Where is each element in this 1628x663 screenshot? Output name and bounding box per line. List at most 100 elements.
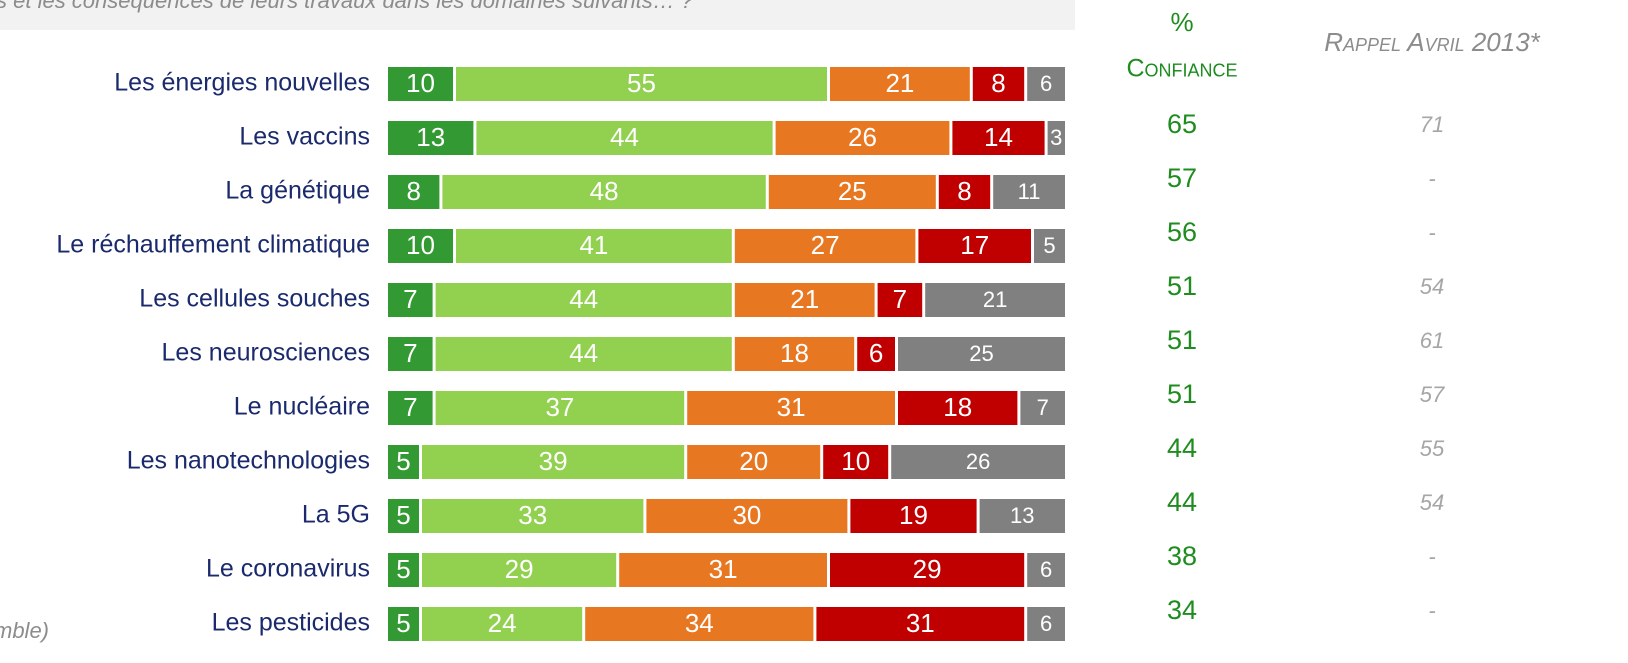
value-label: 44 bbox=[569, 284, 598, 314]
value-label: 5 bbox=[1043, 233, 1055, 258]
column-value: 61 bbox=[1420, 328, 1444, 353]
bar-segment bbox=[918, 229, 1031, 263]
bar-segment bbox=[830, 553, 1025, 587]
category-label: La 5G bbox=[302, 501, 370, 529]
bar-segment bbox=[442, 175, 766, 209]
bar-segment bbox=[585, 607, 814, 641]
column-value: - bbox=[1428, 220, 1435, 245]
value-label: 13 bbox=[1010, 503, 1034, 528]
bar-segment bbox=[1047, 121, 1065, 155]
bar-segment bbox=[734, 229, 916, 263]
bar-segment bbox=[388, 283, 433, 317]
column-header: Confiance bbox=[1126, 55, 1237, 83]
bar-segment bbox=[619, 553, 827, 587]
value-label: 44 bbox=[569, 338, 598, 368]
value-label: 5 bbox=[396, 554, 410, 584]
bar-segment bbox=[734, 337, 855, 371]
value-label: 26 bbox=[966, 449, 990, 474]
value-label: 55 bbox=[627, 68, 656, 98]
subtitle-band bbox=[0, 0, 1075, 30]
bar-segment bbox=[734, 283, 875, 317]
value-label: 48 bbox=[590, 176, 619, 206]
bar-segment bbox=[768, 175, 936, 209]
value-label: 8 bbox=[991, 68, 1005, 98]
value-label: 6 bbox=[1040, 557, 1052, 582]
bar-segment bbox=[1027, 67, 1065, 101]
value-label: 8 bbox=[406, 176, 420, 206]
value-label: 31 bbox=[777, 392, 806, 422]
column-value: 54 bbox=[1420, 490, 1444, 515]
column-header: % bbox=[1170, 7, 1193, 37]
bar-segment bbox=[422, 445, 685, 479]
value-label: 13 bbox=[416, 122, 445, 152]
column-value: - bbox=[1428, 544, 1435, 569]
bar-segment bbox=[1034, 229, 1065, 263]
value-label: 41 bbox=[579, 230, 608, 260]
category-label: Les vaccins bbox=[239, 123, 370, 151]
value-label: 7 bbox=[403, 392, 417, 422]
value-label: 24 bbox=[488, 608, 517, 638]
value-label: 25 bbox=[838, 176, 867, 206]
value-label: 29 bbox=[913, 554, 942, 584]
bar-segment bbox=[388, 499, 419, 533]
column-value: 51 bbox=[1167, 271, 1197, 301]
column-value: 38 bbox=[1167, 541, 1197, 571]
bar-segment bbox=[476, 121, 773, 155]
column-value: 34 bbox=[1167, 595, 1197, 625]
value-label: 5 bbox=[396, 446, 410, 476]
bar-segment bbox=[646, 499, 848, 533]
value-label: 17 bbox=[960, 230, 989, 260]
value-label: 8 bbox=[957, 176, 971, 206]
bar-segment bbox=[422, 607, 583, 641]
bar-segment bbox=[687, 445, 821, 479]
value-label: 26 bbox=[848, 122, 877, 152]
subtitle: s et les conséquences de leurs travaux d… bbox=[0, 0, 694, 13]
value-label: 21 bbox=[983, 287, 1007, 312]
bar-segment bbox=[972, 67, 1025, 101]
category-label: Les cellules souches bbox=[139, 285, 370, 313]
bar-segment bbox=[877, 283, 923, 317]
value-label: 31 bbox=[906, 608, 935, 638]
value-label: 11 bbox=[1018, 179, 1041, 204]
bar-segment bbox=[388, 67, 453, 101]
bar-segment bbox=[422, 499, 644, 533]
bar-segment bbox=[388, 229, 453, 263]
value-label: 20 bbox=[739, 446, 768, 476]
column-value: 51 bbox=[1167, 379, 1197, 409]
value-label: 7 bbox=[403, 338, 417, 368]
bar-segment bbox=[388, 175, 440, 209]
value-label: 3 bbox=[1050, 125, 1062, 150]
bar-segment bbox=[850, 499, 977, 533]
column-value: 57 bbox=[1420, 382, 1445, 407]
bar-segment bbox=[388, 553, 419, 587]
value-label: 5 bbox=[396, 500, 410, 530]
bar-segment bbox=[938, 175, 991, 209]
column-value: 44 bbox=[1167, 433, 1197, 463]
bar-segment bbox=[456, 67, 827, 101]
value-label: 7 bbox=[403, 284, 417, 314]
bar-segment bbox=[388, 337, 433, 371]
bar-segment bbox=[435, 337, 732, 371]
column-header: Rappel Avril 2013* bbox=[1324, 27, 1540, 57]
value-label: 33 bbox=[518, 500, 547, 530]
bar-segment bbox=[830, 67, 970, 101]
column-value: 71 bbox=[1420, 112, 1444, 137]
column-value: 65 bbox=[1167, 109, 1197, 139]
value-label: 14 bbox=[984, 122, 1013, 152]
category-label: Le coronavirus bbox=[206, 555, 370, 583]
value-label: 10 bbox=[406, 230, 435, 260]
bar-segment bbox=[388, 445, 419, 479]
bar-segment bbox=[952, 121, 1045, 155]
bar-segment bbox=[816, 607, 1025, 641]
column-value: 54 bbox=[1420, 274, 1444, 299]
column-value: 57 bbox=[1167, 163, 1197, 193]
category-label: Le réchauffement climatique bbox=[56, 231, 370, 259]
column-value: - bbox=[1428, 598, 1435, 623]
value-label: 27 bbox=[811, 230, 840, 260]
value-label: 6 bbox=[1040, 71, 1052, 96]
value-label: 34 bbox=[685, 608, 714, 638]
bar-segment bbox=[891, 445, 1065, 479]
bar-segment bbox=[388, 391, 433, 425]
bar-segment bbox=[422, 553, 617, 587]
